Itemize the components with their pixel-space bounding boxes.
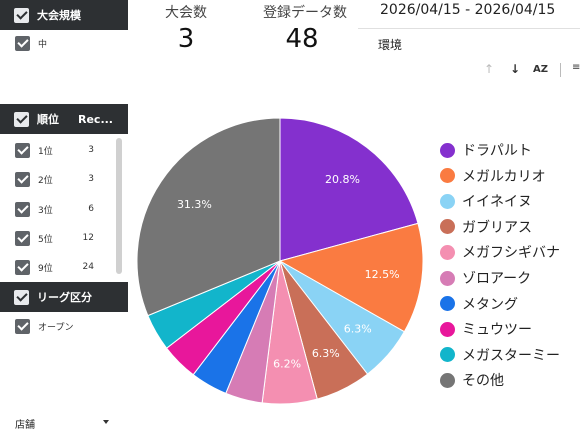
legend-label: ドラパルト [462,143,532,159]
size-select-all-checkbox[interactable] [14,7,29,23]
date-divider [358,28,580,29]
rank-filter-title: 順位 [37,113,59,126]
pie-slice-label: 31.3% [177,198,212,211]
legend-swatch [440,321,455,337]
legend-label: その他 [462,373,504,390]
toolbar-separator [560,63,561,77]
pie-slice[interactable] [279,117,419,262]
legend-swatch [440,372,455,388]
store-dropdown-caret-icon[interactable] [103,420,109,424]
league-item-label: オープン [38,322,74,333]
legend-swatch [440,219,455,235]
league-filter-item[interactable]: オープン [0,311,116,341]
sort-ascending-icon[interactable]: ↑ [484,62,495,76]
sort-az-icon[interactable]: AZ [533,64,548,75]
pie-slice-label: 6.2% [273,358,301,371]
rank-item-count: 6 [88,204,94,214]
legend-swatch [440,193,455,209]
rank-item-label: 2位 [38,175,53,186]
size-filter-item[interactable]: 中 [0,28,116,58]
legend-label: イイネイヌ [462,194,532,211]
pie-slice-label: 6.3% [344,322,372,335]
rank-checkbox[interactable] [15,201,30,217]
rank-checkbox[interactable] [15,230,30,246]
filter-panel: 大会規模 中 順位 Rec... 1位 3 2位 3 3位 6 5位 [0,0,128,444]
pie-slice-label: 20.8% [325,173,360,186]
legend-swatch [440,347,455,363]
record-count-label: 登録データ数 [263,5,347,21]
legend-item[interactable]: ミュウツー [440,319,580,339]
rank-item-count: 24 [82,262,94,272]
legend-swatch [440,270,455,286]
rank-select-all-checkbox[interactable] [14,111,29,127]
pie-slice[interactable] [278,222,424,333]
size-filter-title: 大会規模 [37,9,81,22]
rank-checkbox[interactable] [15,171,30,187]
rank-item-count: 12 [82,233,94,243]
legend-item[interactable]: ガブリアス [440,217,580,237]
rank-filter-item[interactable]: 5位 12 [0,223,116,253]
league-select-all-checkbox[interactable] [14,289,29,305]
legend-item[interactable]: メガスターミー [440,345,580,365]
rank-filter-item[interactable]: 3位 6 [0,194,116,224]
rank-item-count: 3 [88,174,94,184]
legend-swatch [440,142,455,158]
pie-slice-label: 12.5% [365,268,400,281]
pie-slice-label: 6.3% [312,347,340,360]
league-filter-header[interactable]: リーグ区分 [0,282,128,312]
legend-label: ミュウツー [462,322,532,339]
rank-list-scrollbar[interactable] [116,138,122,274]
legend-label: ゾロアーク [462,271,532,287]
legend-label: メガスターミー [462,347,560,364]
legend-item[interactable]: その他 [440,370,580,390]
store-dropdown-label[interactable]: 店舗 [15,420,35,431]
legend-item[interactable]: ゾロアーク [440,268,580,288]
environment-filter-label[interactable]: 環境 [378,38,403,52]
more-options-icon[interactable]: ≡ [572,62,580,73]
legend-label: メガルカリオ [462,168,546,185]
legend-item[interactable]: メガルカリオ [440,166,580,186]
sort-descending-icon[interactable]: ↓ [510,62,521,76]
tournament-count-label: 大会数 [165,5,207,21]
date-range-picker[interactable]: 2026/04/15 - 2026/04/15 [380,2,556,18]
tournament-count-value: 3 [177,24,195,54]
rank-record-column-header[interactable]: Rec... [78,112,113,126]
legend-swatch [440,244,455,260]
league-checkbox[interactable] [15,318,30,334]
rank-filter-item[interactable]: 2位 3 [0,164,116,194]
rank-item-label: 1位 [38,146,53,157]
rank-item-count: 3 [88,145,94,155]
legend-item[interactable]: メガフシギバナ [440,242,580,262]
legend-swatch [440,296,455,312]
rank-filter-item[interactable]: 1位 3 [0,135,116,165]
rank-filter-item[interactable]: 9位 24 [0,252,116,282]
rank-item-label: 5位 [38,234,53,245]
legend-swatch [440,168,455,184]
rank-filter-header[interactable]: 順位 Rec... [0,104,128,134]
rank-item-label: 3位 [38,205,53,216]
pie-slice[interactable] [136,117,281,317]
legend-label: メタング [462,296,518,313]
size-checkbox[interactable] [15,35,30,51]
rank-item-label: 9位 [38,263,53,274]
league-filter-title: リーグ区分 [37,291,92,304]
rank-checkbox[interactable] [15,259,30,275]
legend-label: ガブリアス [462,219,532,236]
record-count-value: 48 [285,24,319,54]
legend-label: メガフシギバナ [462,245,560,262]
legend-item[interactable]: メタング [440,294,580,314]
legend-item[interactable]: ドラパルト [440,140,580,160]
size-filter-header[interactable]: 大会規模 [0,0,128,30]
legend-item[interactable]: イイネイヌ [440,191,580,211]
size-item-label: 中 [38,39,48,50]
rank-checkbox[interactable] [15,142,30,158]
